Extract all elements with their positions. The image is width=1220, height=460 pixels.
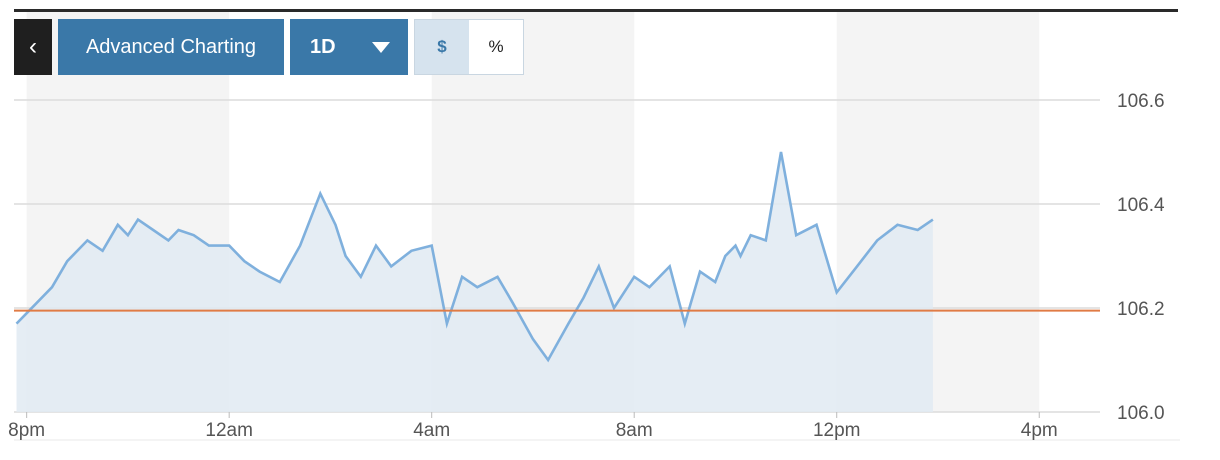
x-tick-label: 12am — [205, 420, 253, 441]
range-label: 1D — [310, 35, 336, 58]
price-area — [16, 152, 933, 412]
x-axis-labels: 8pm 12am 4am 8am 12pm 4pm — [8, 412, 1058, 441]
y-axis-labels: 106.0 106.2 106.4 106.6 — [1117, 91, 1165, 424]
price-line — [15, 151, 934, 363]
chart-toolbar: ‹ Advanced Charting 1D $ % — [14, 19, 524, 75]
x-tick-label: 12pm — [813, 420, 861, 441]
x-tick-label: 4pm — [1021, 420, 1058, 441]
y-tick-label: 106.4 — [1117, 195, 1165, 216]
y-tick-label: 106.2 — [1117, 299, 1165, 320]
range-select[interactable]: 1D — [290, 19, 408, 75]
top-divider — [14, 9, 1178, 12]
percent-toggle-button[interactable]: % — [469, 20, 523, 74]
x-tick-label: 8pm — [8, 420, 45, 441]
chevron-down-icon — [372, 41, 390, 53]
y-tick-label: 106.0 — [1117, 403, 1165, 424]
advanced-charting-button[interactable]: Advanced Charting — [58, 19, 284, 75]
y-tick-label: 106.6 — [1117, 91, 1165, 112]
x-tick-label: 4am — [413, 420, 450, 441]
value-mode-toggle: $ % — [414, 19, 524, 75]
back-button[interactable]: ‹ — [14, 19, 52, 75]
x-tick-label: 8am — [616, 420, 653, 441]
dollar-toggle-button[interactable]: $ — [415, 20, 469, 74]
